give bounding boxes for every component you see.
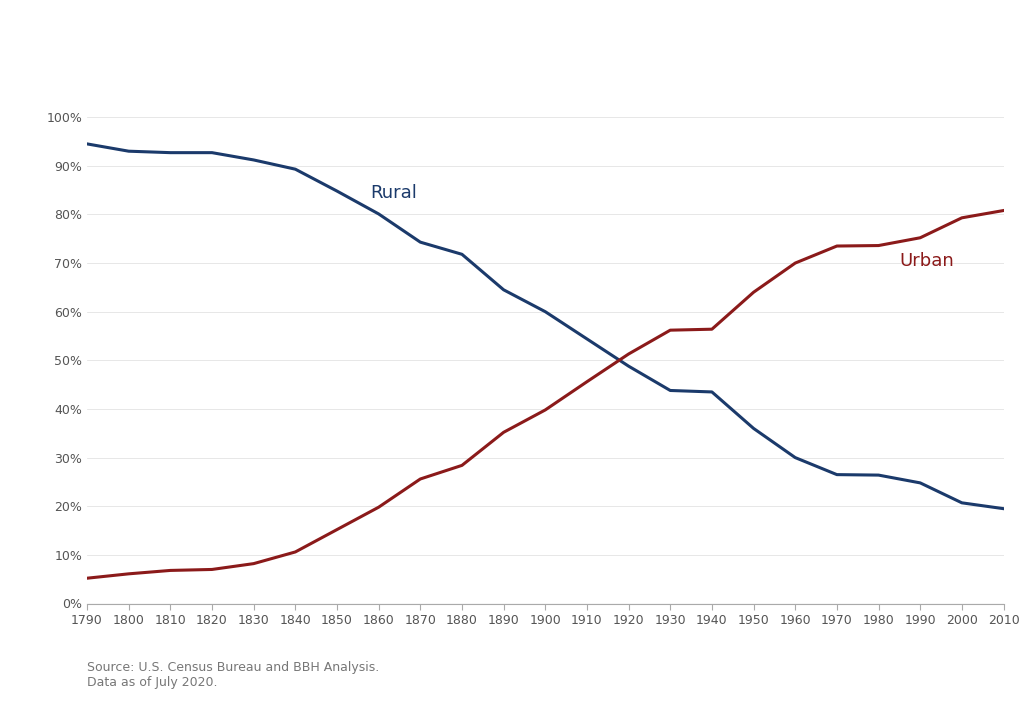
Text: Rural: Rural <box>371 183 417 202</box>
Text: Urban: Urban <box>899 251 954 270</box>
Text: Source: U.S. Census Bureau and BBH Analysis.
Data as of July 2020.: Source: U.S. Census Bureau and BBH Analy… <box>87 661 379 689</box>
Text: THE URBANIZATION OF THE AMERICAN HOUSEHOLD (1790-2010): THE URBANIZATION OF THE AMERICAN HOUSEHO… <box>18 20 978 46</box>
